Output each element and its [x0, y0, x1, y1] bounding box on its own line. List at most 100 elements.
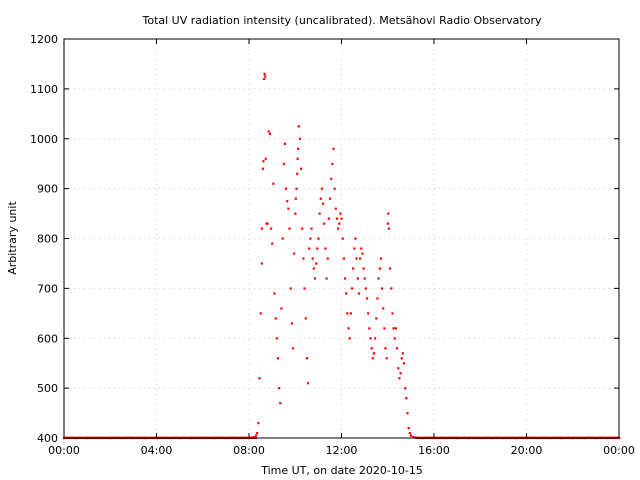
data-point	[278, 387, 281, 390]
data-point	[257, 422, 260, 425]
data-point	[374, 337, 377, 340]
data-point	[363, 277, 366, 280]
data-point	[397, 367, 400, 370]
data-point	[337, 227, 340, 230]
x-tick-label: 16:00	[418, 444, 450, 457]
data-point	[360, 247, 363, 250]
data-point	[385, 357, 388, 360]
y-tick-label: 800	[37, 233, 58, 246]
data-point	[258, 377, 261, 380]
data-point	[399, 372, 402, 375]
data-point	[352, 267, 355, 270]
data-point	[346, 312, 349, 315]
data-point	[297, 125, 300, 128]
data-point	[316, 247, 319, 250]
data-point	[260, 227, 263, 230]
data-point	[348, 337, 351, 340]
data-point	[384, 347, 387, 350]
data-point	[303, 287, 306, 290]
data-point	[290, 322, 293, 325]
data-point	[271, 242, 274, 245]
data-point	[343, 277, 347, 280]
data-point	[386, 222, 389, 225]
data-point	[324, 247, 327, 250]
data-point	[361, 252, 364, 255]
data-point	[273, 292, 276, 295]
data-point	[302, 257, 305, 260]
data-point	[293, 252, 296, 255]
data-point	[274, 317, 277, 320]
data-point	[364, 287, 367, 290]
data-point	[266, 222, 269, 225]
data-point	[350, 287, 354, 290]
data-point	[323, 222, 326, 225]
data-point	[341, 237, 344, 240]
data-point	[389, 267, 392, 270]
data-point	[330, 177, 333, 180]
data-point	[296, 157, 299, 160]
data-point	[269, 227, 273, 230]
data-point	[390, 287, 393, 290]
data-point	[342, 257, 346, 260]
data-point	[306, 382, 310, 385]
data-point	[276, 357, 280, 360]
x-tick-label: 20:00	[511, 444, 543, 457]
data-point	[268, 132, 272, 135]
y-tick-label: 900	[37, 183, 58, 196]
plot-frame	[63, 38, 620, 439]
data-point	[405, 397, 408, 400]
data-point	[367, 312, 370, 315]
data-point	[340, 217, 343, 220]
y-tick-label: 1000	[30, 133, 58, 146]
data-point	[353, 247, 356, 250]
data-point	[322, 202, 325, 205]
data-point	[325, 277, 328, 280]
data-point	[376, 297, 379, 300]
data-point	[375, 317, 378, 320]
data-point	[313, 277, 317, 280]
data-point	[378, 267, 381, 270]
data-point	[398, 377, 401, 380]
data-point	[391, 312, 394, 315]
data-point	[318, 212, 321, 215]
data-point	[294, 197, 297, 200]
x-tick-label: 00:00	[48, 444, 80, 457]
x-tick-label: 00:00	[603, 444, 635, 457]
data-point	[326, 257, 329, 260]
data-point	[309, 237, 312, 240]
data-point	[406, 412, 409, 415]
data-point	[264, 157, 267, 160]
data-point	[334, 207, 337, 210]
data-point	[339, 212, 342, 215]
data-point	[298, 137, 302, 140]
data-point	[394, 327, 398, 330]
data-point	[412, 436, 415, 439]
data-point	[380, 287, 384, 290]
y-tick-label: 1200	[30, 33, 58, 46]
data-point	[280, 307, 283, 310]
data-point	[308, 247, 311, 250]
data-point	[407, 427, 410, 430]
data-point	[402, 362, 406, 365]
data-point	[305, 357, 309, 360]
data-point	[300, 167, 303, 170]
data-point	[264, 75, 267, 78]
data-point	[267, 130, 270, 133]
data-point	[319, 197, 322, 200]
data-point	[256, 432, 259, 435]
data-point	[354, 237, 357, 240]
data-point	[371, 357, 374, 360]
data-point	[338, 222, 341, 225]
data-point	[312, 267, 315, 270]
y-tick-label: 700	[37, 282, 58, 295]
x-tick-label: 08:00	[233, 444, 265, 457]
data-point	[368, 327, 371, 330]
data-point	[359, 257, 362, 260]
data-point	[370, 347, 373, 350]
data-point	[279, 402, 282, 405]
data-point	[408, 432, 411, 435]
y-tick-label: 1100	[30, 83, 58, 96]
data-point	[259, 312, 262, 315]
data-point	[310, 227, 313, 230]
